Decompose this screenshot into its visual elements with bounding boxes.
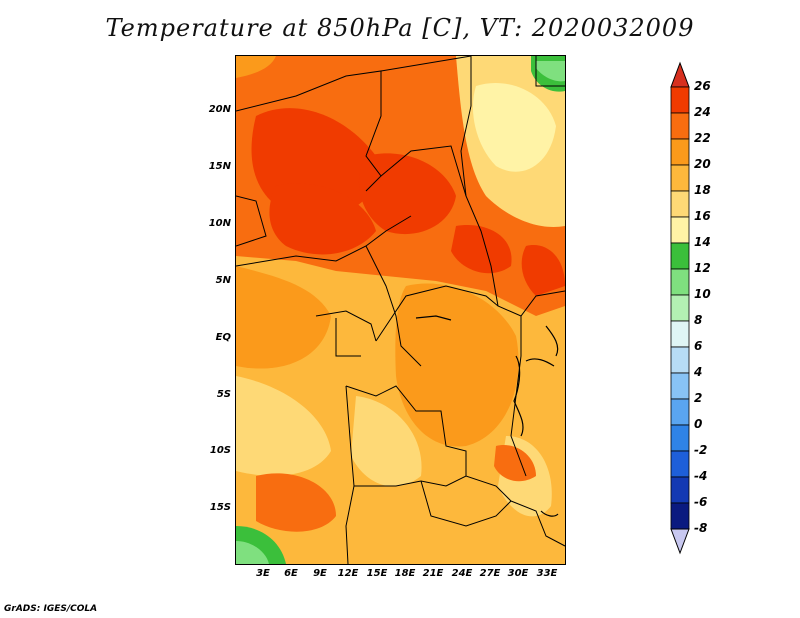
lon-label: 15E: [366, 568, 388, 579]
field-14-16-northeast: [472, 82, 556, 172]
lat-label: 10S: [209, 445, 231, 456]
field-20-22-northwest: [236, 56, 276, 78]
colorbar-swatch: [670, 112, 690, 140]
lat-label: 15S: [209, 502, 231, 513]
colorbar-tick-label: 22: [694, 131, 711, 145]
colorbar-swatch: [670, 268, 690, 296]
colorbar-swatch: [670, 216, 690, 244]
lat-label: 10N: [208, 218, 231, 229]
colorbar-swatch: [670, 372, 690, 400]
lon-label: 18E: [394, 568, 416, 579]
colorbar-tick-label: -4: [694, 469, 708, 483]
colorbar-swatch: [670, 242, 690, 270]
lon-label: 9E: [313, 568, 327, 579]
field-20-22-west-coast: [236, 266, 331, 369]
colorbar-tick-label: 0: [694, 417, 703, 431]
lon-label: 3E: [256, 568, 270, 579]
lon-label: 33E: [536, 568, 558, 579]
colorbar-swatch: [670, 346, 690, 374]
lon-label: 24E: [451, 568, 473, 579]
colorbar-swatch: [670, 320, 690, 348]
colorbar-tick-label: 14: [694, 235, 711, 249]
colorbar-tick-label: 4: [694, 365, 703, 379]
lat-label: 15N: [208, 161, 231, 172]
colorbar-swatch: [670, 164, 690, 192]
colorbar-tick-label: -2: [694, 443, 708, 457]
colorbar-tick-label: 12: [694, 261, 711, 275]
lat-label: EQ: [215, 332, 231, 343]
field-24-26-core-far-east: [521, 245, 565, 296]
colorbar-tick-label: 2: [694, 391, 703, 405]
colorbar-swatch: [670, 294, 690, 322]
field-10-12-northeast-corner: [536, 61, 565, 82]
lon-label: 6E: [284, 568, 298, 579]
map-plot-area: [235, 55, 566, 565]
colorbar-min-triangle: [670, 528, 690, 555]
colorbar-max-triangle: [670, 61, 690, 88]
lat-label: 20N: [208, 104, 231, 115]
lon-label: 12E: [337, 568, 359, 579]
field-22-24-southeast: [494, 445, 536, 482]
colorbar-tick-label: 8: [694, 313, 703, 327]
colorbar-tick-label: 26: [694, 79, 711, 93]
colorbar-tick-label: -8: [694, 521, 708, 535]
colorbar-swatch: [670, 502, 690, 530]
lon-label: 21E: [422, 568, 444, 579]
colorbar-tick-label: 24: [694, 105, 711, 119]
colorbar-tick-label: -6: [694, 495, 708, 509]
lon-label: 30E: [507, 568, 529, 579]
field-10-12-southwest-corner: [236, 541, 269, 564]
colorbar-swatch: [670, 86, 690, 114]
colorbar-swatch: [670, 398, 690, 426]
colorbar-swatch: [670, 424, 690, 452]
lat-label: 5N: [215, 275, 231, 286]
grads-credit: GrADS: IGES/COLA: [4, 604, 98, 614]
colorbar-tick-label: 20: [694, 157, 711, 171]
lon-label: 27E: [479, 568, 501, 579]
field-22-24-southwest: [256, 473, 336, 532]
colorbar-swatch: [670, 190, 690, 218]
field-16-18-angola-plateau: [351, 396, 422, 487]
colorbar: [670, 61, 690, 555]
colorbar-tick-label: 10: [694, 287, 711, 301]
lake-outlines: [415, 315, 559, 517]
colorbar-swatch: [670, 138, 690, 166]
field-24-26-core-southwest: [269, 183, 376, 255]
colorbar-swatch: [670, 450, 690, 478]
colorbar-tick-label: 6: [694, 339, 703, 353]
colorbar-tick-label: 16: [694, 209, 711, 223]
chart-title: Temperature at 850hPa [C], VT: 202003200…: [105, 14, 695, 42]
colorbar-tick-label: 18: [694, 183, 711, 197]
lat-label: 5S: [216, 389, 231, 400]
field-24-26-core-east: [451, 225, 512, 274]
field-20-22-central-basin: [395, 283, 519, 447]
field-16-18-southwest-ocean: [236, 376, 331, 476]
temperature-field-map: [236, 56, 565, 564]
colorbar-swatch: [670, 476, 690, 504]
